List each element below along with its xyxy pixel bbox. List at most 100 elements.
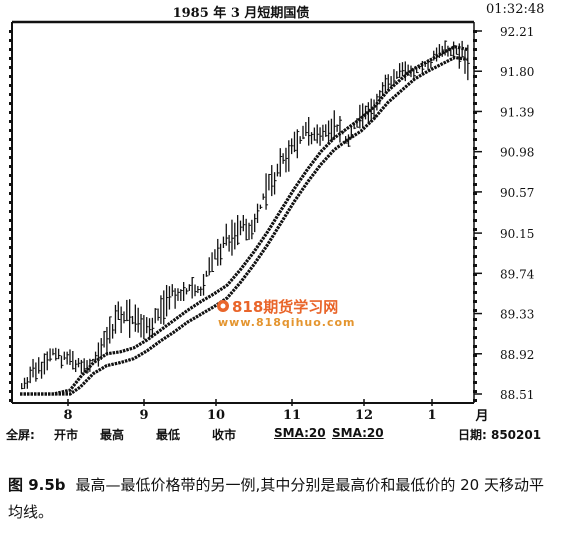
low-label[interactable]: 最低 <box>156 428 181 442</box>
left-edge-tick <box>9 138 13 141</box>
y-tick-label: 92.21 <box>500 25 534 39</box>
left-edge-tick <box>9 309 13 312</box>
sma-label-1[interactable]: SMA:20 <box>274 426 326 440</box>
left-edge-tick <box>9 399 13 402</box>
open-label[interactable]: 开市 <box>54 428 79 442</box>
figure-caption: 图 9.5b 最高—最低价格带的另一例,其中分别是最高价和最低价的 20 天移动平… <box>8 472 558 526</box>
right-edge-tick <box>473 237 477 240</box>
sma-label-2[interactable]: SMA:20 <box>332 426 384 440</box>
right-edge-tick <box>473 336 477 339</box>
right-edge-tick <box>473 147 477 150</box>
left-edge-tick <box>9 264 13 267</box>
x-tick-label: 8 <box>63 408 72 423</box>
left-edge-tick <box>9 39 13 42</box>
left-edge-tick <box>9 84 13 87</box>
right-edge-tick <box>473 75 477 78</box>
watermark-logo-icon <box>216 298 230 312</box>
left-edge-tick <box>9 372 13 375</box>
right-edge-tick <box>473 300 477 303</box>
right-edge-tick <box>473 174 477 177</box>
left-edge-tick <box>9 237 13 240</box>
figure-number: 图 9.5b <box>8 476 66 494</box>
left-edge-tick <box>9 390 13 393</box>
left-edge-tick <box>9 282 13 285</box>
right-edge-tick <box>473 192 477 195</box>
left-edge-tick <box>9 219 13 222</box>
left-edge-tick <box>9 165 13 168</box>
y-tick-label: 91.39 <box>500 105 534 119</box>
left-edge-tick <box>9 192 13 195</box>
right-edge-tick <box>473 390 477 393</box>
right-edge-tick <box>473 291 477 294</box>
left-edge-tick <box>9 246 13 249</box>
left-edge-tick <box>9 129 13 132</box>
right-edge-tick <box>473 66 477 69</box>
high-label[interactable]: 最高 <box>100 428 125 442</box>
left-edge-tick <box>9 273 13 276</box>
date-readout: 日期: 850201 <box>458 428 542 442</box>
left-edge-tick <box>9 174 13 177</box>
y-axis: 92.21 91.80 91.39 90.98 90.57 90.15 89.74 89.33… <box>474 25 535 402</box>
left-edge-tick <box>9 57 13 60</box>
y-tick-label: 89.33 <box>500 308 534 322</box>
left-edge-tick <box>9 156 13 159</box>
left-edge-tick <box>9 354 13 357</box>
right-edge-tick <box>473 39 477 42</box>
sma-line-2 <box>20 55 469 396</box>
y-tick-label: 88.51 <box>500 388 534 402</box>
left-edge-tick <box>9 318 13 321</box>
left-edge-tick <box>9 255 13 258</box>
right-edge-tick <box>473 264 477 267</box>
right-edge-tick <box>473 102 477 105</box>
left-edge-tick <box>9 345 13 348</box>
right-edge-tick <box>473 57 477 60</box>
right-edge-tick <box>473 129 477 132</box>
left-edge-tick <box>9 120 13 123</box>
right-edge-tick <box>473 309 477 312</box>
y-tick-label: 90.98 <box>500 146 534 160</box>
left-edge-tick <box>9 183 13 186</box>
left-edge-tick <box>9 111 13 114</box>
x-tick-label: 11 <box>283 408 301 423</box>
right-edge-tick <box>473 219 477 222</box>
right-edge-tick <box>473 156 477 159</box>
right-edge-tick <box>473 210 477 213</box>
clock-readout: 01:32:48 <box>486 2 545 17</box>
right-edge-tick <box>473 120 477 123</box>
right-edge-tick <box>473 138 477 141</box>
right-edge-tick <box>473 363 477 366</box>
left-edge-tick <box>9 201 13 204</box>
right-edge-tick <box>473 318 477 321</box>
right-edge-tick <box>473 246 477 249</box>
close-label[interactable]: 收市 <box>212 428 237 442</box>
chart-canvas: 92.21 91.80 91.39 90.98 90.57 90.15 89.74 89.33… <box>9 20 535 424</box>
left-edge-tick <box>9 30 13 33</box>
right-edge-tick <box>473 372 477 375</box>
left-edge-tick <box>9 381 13 384</box>
y-tick-label: 91.80 <box>500 65 534 79</box>
status-bar: 全屏: 开市 最高 最低 收市 SMA:20 SMA:20 日期: 850201 <box>0 426 564 444</box>
watermark-name: 818期货学习网 <box>232 298 339 316</box>
right-edge-tick <box>473 48 477 51</box>
right-edge-tick <box>473 273 477 276</box>
price-bars <box>21 40 470 390</box>
right-edge-tick <box>473 282 477 285</box>
x-tick-label: 9 <box>139 408 148 423</box>
right-edge-tick <box>473 381 477 384</box>
right-edge-tick <box>473 84 477 87</box>
x-tick-label: 1 <box>427 408 436 423</box>
right-edge-tick <box>473 255 477 258</box>
x-tick-label: 10 <box>207 408 225 423</box>
left-edge-tick <box>9 102 13 105</box>
y-tick-label: 90.15 <box>500 227 534 241</box>
left-edge-tick <box>9 336 13 339</box>
sma-line-1 <box>20 45 469 396</box>
left-edge-tick <box>9 300 13 303</box>
right-edge-tick <box>473 93 477 96</box>
left-edge-tick <box>9 327 13 330</box>
right-edge-tick <box>473 345 477 348</box>
y-tick-label: 89.74 <box>500 267 535 281</box>
right-edge-tick <box>473 165 477 168</box>
chart-frame <box>9 20 477 404</box>
x-axis: 8 9 10 11 12 1 月 <box>63 399 489 424</box>
